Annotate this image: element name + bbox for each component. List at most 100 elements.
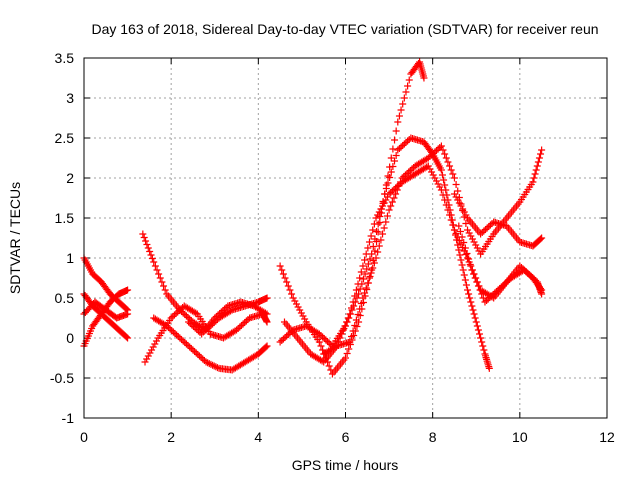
data-point [369,264,377,272]
data-point [462,211,470,219]
data-point [263,318,271,326]
data-point [436,183,444,191]
y-tick-label: -1 [62,410,75,426]
data-point [362,250,370,258]
data-point [465,290,473,298]
data-point [442,154,450,162]
data-point [502,279,510,286]
data-point [349,298,357,306]
satellite-track-4 [80,298,132,322]
y-tick-label: 3.5 [55,50,75,66]
data-point [538,290,546,298]
data-point [492,288,500,295]
data-point [375,208,383,216]
data-point [438,171,446,179]
data-point [482,226,490,233]
data-point [356,305,364,313]
data-point [537,235,545,243]
data-point [485,364,493,372]
data-point [143,355,151,363]
data-point [147,251,155,259]
data-point [364,279,372,287]
data-point [444,158,452,166]
data-point [347,333,355,340]
data-point [148,255,156,262]
data-point [143,241,151,248]
data-point [520,266,528,274]
data-point [242,317,250,325]
data-point [195,352,203,360]
data-point [188,321,196,329]
data-point [276,262,284,270]
data-point [216,310,224,317]
data-point [473,244,481,252]
data-point [281,274,289,282]
data-point [387,168,395,176]
data-point [146,248,154,255]
data-point [477,230,485,238]
y-axis-label: SDTVAR / TECUs [7,182,23,294]
data-point [361,270,369,278]
data-point [462,251,470,258]
data-point [343,350,351,357]
data-point [182,340,190,348]
data-point [187,345,195,352]
data-point [291,297,299,305]
data-point [538,146,546,154]
data-point [193,326,201,333]
data-point [460,208,468,216]
y-tick-label: 2 [66,170,74,186]
data-point [450,190,458,198]
data-point [361,289,369,297]
data-point [447,166,455,174]
data-point [219,307,227,314]
data-point [429,171,437,179]
data-point [296,306,304,314]
y-tick-label: 0.5 [55,290,75,306]
data-point [516,262,524,270]
data-point [387,189,395,196]
data-point [375,242,383,250]
data-point [284,331,292,338]
data-point [369,243,377,250]
data-point [283,278,291,286]
data-point [450,174,458,182]
data-point [527,272,535,280]
data-point [344,314,352,322]
satellite-track-8 [185,298,271,338]
data-point [437,166,445,174]
data-point [167,314,175,322]
data-point [388,198,396,206]
data-point [400,173,408,180]
data-point [391,157,399,165]
data-point [173,331,181,339]
data-point [158,278,166,286]
data-point [262,343,270,351]
data-point [486,294,494,301]
data-point [441,196,449,204]
data-point [391,136,399,144]
data-point [281,334,289,341]
data-point [325,362,333,370]
data-points [80,58,546,378]
data-point [382,218,390,226]
data-point [404,137,412,145]
data-point [319,333,327,341]
data-point [384,179,392,187]
data-point [122,333,130,341]
data-point [354,280,362,288]
y-tick-label: 3 [66,90,74,106]
data-point [452,230,460,237]
data-point [382,185,390,192]
satellite-track-7 [150,314,271,374]
data-point [141,358,149,366]
y-tick-label: 1 [66,250,74,266]
data-point [359,294,367,302]
satellite-track-14 [450,190,546,250]
data-point [392,127,400,135]
data-point [437,142,445,150]
data-point [374,211,382,219]
data-point [182,312,190,320]
data-point [336,334,344,342]
data-point [140,234,148,241]
